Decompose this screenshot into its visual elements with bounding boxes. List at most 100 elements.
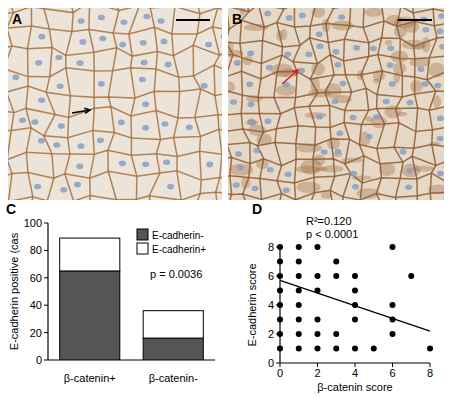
bar-segment <box>143 311 203 338</box>
nucleus <box>78 18 85 24</box>
nucleus <box>31 119 38 125</box>
y-tick <box>44 250 48 251</box>
nucleus <box>437 29 444 35</box>
y-axis-label: E-cadherin positive (cas <box>8 232 20 350</box>
stain <box>281 29 288 40</box>
y-tick-label: 60 <box>30 272 42 284</box>
point <box>408 273 414 279</box>
point <box>296 331 302 337</box>
y-tick-label: 100 <box>24 217 42 229</box>
point <box>315 331 321 337</box>
nucleus <box>383 99 390 105</box>
nucleus <box>19 117 26 123</box>
legend-label: E-cadherin- <box>152 230 204 241</box>
stain <box>313 154 326 165</box>
annotation: p < 0.0001 <box>306 228 358 240</box>
nucleus <box>120 19 127 25</box>
nucleus <box>140 40 147 46</box>
nucleus <box>438 13 444 19</box>
y-tick-label: 0 <box>36 354 42 366</box>
nucleus <box>321 149 328 155</box>
point <box>277 346 283 352</box>
nucleus <box>12 75 19 81</box>
nucleus <box>405 184 412 190</box>
cell-membrane <box>427 8 437 200</box>
cell-membrane <box>44 8 56 200</box>
x-tick-label: 2 <box>314 367 320 379</box>
bar-segment <box>143 338 203 360</box>
point <box>296 346 302 352</box>
point <box>390 331 396 337</box>
y-tick-label: 40 <box>30 299 42 311</box>
nucleus <box>298 68 305 74</box>
point <box>277 317 283 323</box>
cell-membrane <box>257 8 264 200</box>
nucleus <box>74 182 81 188</box>
nucleus <box>201 83 208 89</box>
cell-membrane <box>292 8 300 200</box>
point <box>315 346 321 352</box>
stain <box>295 166 320 173</box>
cell-membrane <box>89 8 95 200</box>
nucleus <box>163 159 170 165</box>
arrow-head <box>292 70 298 76</box>
y-tick-label: 20 <box>30 327 42 339</box>
stain <box>397 112 407 117</box>
point <box>296 244 302 250</box>
stain <box>384 105 401 118</box>
nucleus <box>119 161 126 167</box>
nucleus <box>335 149 342 155</box>
nucleus <box>264 118 271 124</box>
nucleus <box>142 102 149 108</box>
nucleus <box>253 148 260 154</box>
y-tick-label: 80 <box>30 244 42 256</box>
nucleus <box>55 55 62 61</box>
cell-membrane <box>8 8 222 14</box>
panel-label: B <box>232 11 242 27</box>
nucleus <box>316 43 323 49</box>
nucleus <box>338 14 345 20</box>
legend-swatch <box>137 229 148 240</box>
nucleus <box>142 125 149 131</box>
nucleus <box>158 18 165 24</box>
y-tick-label: 8 <box>268 241 274 253</box>
bars <box>60 238 204 360</box>
nucleus <box>246 82 253 88</box>
cell-membrane <box>228 88 444 97</box>
scatter-chart: 0246802468β-catenin scoreE-cadherin scor… <box>246 215 433 393</box>
bar-segment <box>60 271 120 360</box>
nucleus <box>79 39 86 45</box>
cell-membrane <box>274 8 284 200</box>
y-axis-label: E-cadherin score <box>246 263 258 346</box>
micrograph <box>8 8 222 200</box>
arrow <box>282 70 298 84</box>
nucleus <box>99 36 106 42</box>
y-tick <box>44 305 48 306</box>
bar-chart: 020406080100β-catenin+β-catenin-E-cadher… <box>8 217 215 384</box>
point <box>315 317 321 323</box>
panel-label: C <box>6 201 16 217</box>
nucleus <box>237 165 244 171</box>
stain <box>248 118 256 125</box>
point <box>333 273 339 279</box>
micrograph-bg <box>8 8 222 200</box>
nucleus <box>206 162 213 168</box>
cell-membrane <box>213 8 222 200</box>
nucleus <box>76 60 83 66</box>
nucleus <box>247 102 254 108</box>
legend-label: E-cadherin+ <box>152 244 206 255</box>
nucleus <box>247 51 254 57</box>
cell-membrane <box>26 8 33 200</box>
stain <box>385 40 393 46</box>
nucleus <box>142 161 149 167</box>
nucleus <box>316 31 323 37</box>
arrow <box>72 108 90 113</box>
nucleus <box>387 45 394 51</box>
y-tick <box>44 332 48 333</box>
figure: ABCD020406080100β-catenin+β-catenin-E-ca… <box>0 0 450 398</box>
nucleus <box>118 120 125 126</box>
stain <box>245 120 258 126</box>
point <box>352 273 358 279</box>
nucleus <box>305 52 312 58</box>
nucleus <box>434 83 441 89</box>
